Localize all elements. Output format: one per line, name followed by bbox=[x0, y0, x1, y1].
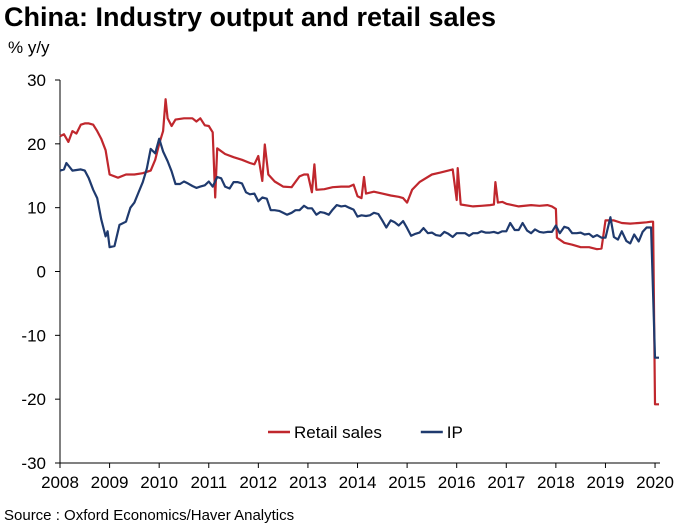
y-tick-label: 30 bbox=[27, 71, 46, 90]
legend-label: Retail sales bbox=[294, 423, 382, 442]
series-line-ip bbox=[59, 137, 659, 359]
series-lines bbox=[59, 98, 659, 406]
x-tick-label: 2015 bbox=[388, 473, 426, 492]
x-tick-label: 2018 bbox=[537, 473, 575, 492]
x-tick-label: 2009 bbox=[91, 473, 129, 492]
y-tick-label: 20 bbox=[27, 135, 46, 154]
y-tick-label: -20 bbox=[21, 390, 46, 409]
x-tick-label: 2011 bbox=[190, 473, 227, 492]
x-tick-label: 2012 bbox=[239, 473, 277, 492]
x-tick-label: 2020 bbox=[636, 473, 674, 492]
x-tick-label: 2010 bbox=[140, 473, 178, 492]
x-tick-label: 2014 bbox=[339, 473, 377, 492]
x-tick-label: 2017 bbox=[487, 473, 525, 492]
chart-source-note: Source : Oxford Economics/Haver Analytic… bbox=[4, 507, 295, 524]
x-tick-label: 2013 bbox=[289, 473, 327, 492]
y-axis-unit-label: % y/y bbox=[8, 38, 50, 57]
x-tick-label: 2016 bbox=[438, 473, 476, 492]
x-tick-label: 2019 bbox=[587, 473, 625, 492]
chart-legend: Retail sales IP bbox=[268, 423, 463, 442]
y-tick-label: 0 bbox=[37, 263, 46, 282]
y-tick-label: 10 bbox=[27, 199, 46, 218]
y-tick-label: -10 bbox=[21, 326, 46, 345]
legend-label: IP bbox=[447, 423, 463, 442]
series-line-retail-sales bbox=[59, 98, 659, 406]
y-tick-label: -30 bbox=[21, 454, 46, 473]
x-tick-label: 2008 bbox=[41, 473, 79, 492]
chart-title: China: Industry output and retail sales bbox=[4, 2, 497, 32]
